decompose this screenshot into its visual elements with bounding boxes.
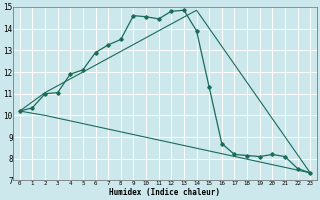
X-axis label: Humidex (Indice chaleur): Humidex (Indice chaleur) [109, 188, 220, 197]
